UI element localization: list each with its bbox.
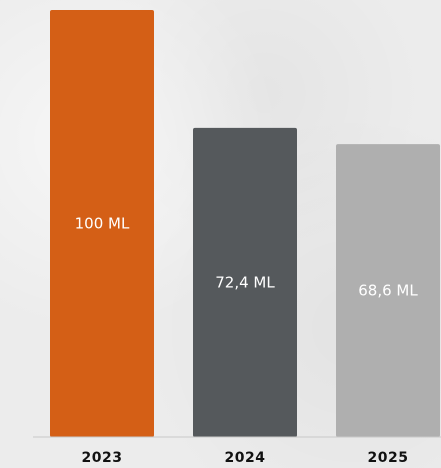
- x-tick-label-2023: 2023: [82, 450, 123, 466]
- data-label-2023: 100 ML: [75, 215, 130, 233]
- x-tick-label-2025: 2025: [368, 450, 409, 466]
- data-label-2025: 68,6 ML: [358, 282, 418, 300]
- value-labels-group: 100 ML 72,4 ML 68,6 ML: [75, 215, 419, 300]
- bar-2023: [50, 10, 154, 437]
- bar-2024: [193, 127, 297, 438]
- x-tick-labels-group: 2023 2024 2025: [82, 450, 409, 466]
- bars-group: [50, 10, 440, 438]
- data-label-2024: 72,4 ML: [215, 273, 275, 291]
- bar-2025: [336, 144, 440, 437]
- x-tick-label-2024: 2024: [225, 450, 266, 466]
